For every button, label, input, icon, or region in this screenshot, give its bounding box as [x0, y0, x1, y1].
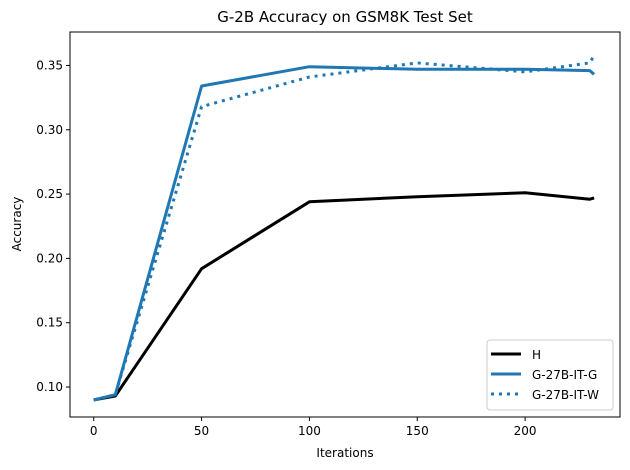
legend-label: H — [532, 348, 541, 362]
chart-title: G-2B Accuracy on GSM8K Test Set — [217, 8, 473, 26]
plot-area — [93, 54, 596, 402]
x-tick-label: 100 — [298, 424, 321, 438]
x-tick-label: 50 — [194, 424, 209, 438]
legend: H G-27B-IT-G G-27B-IT-W — [486, 339, 614, 411]
series-line-g-27b-it-g — [93, 65, 596, 402]
legend-box — [486, 339, 614, 411]
y-tick-label: 0.20 — [36, 251, 63, 265]
x-axis-label: Iterations — [316, 446, 373, 460]
series-line-h — [93, 191, 595, 402]
x-tick-label: 150 — [406, 424, 429, 438]
series-line-g-27b-it-w — [93, 54, 596, 402]
y-tick-label: 0.25 — [36, 187, 63, 201]
y-tick-label: 0.35 — [36, 58, 63, 72]
x-tick-label: 0 — [90, 424, 98, 438]
y-tick-label: 0.30 — [36, 123, 63, 137]
y-tick-label: 0.10 — [36, 380, 63, 394]
y-tick-label: 0.15 — [36, 316, 63, 330]
y-axis: 0.10 0.15 0.20 0.25 0.30 0.35 — [36, 58, 70, 394]
legend-label: G-27B-IT-W — [532, 388, 599, 402]
x-axis: 0 50 100 150 200 — [90, 417, 537, 438]
legend-label: G-27B-IT-G — [532, 368, 597, 382]
y-axis-label: Accuracy — [10, 197, 24, 252]
axes-frame — [69, 31, 621, 418]
x-tick-label: 200 — [514, 424, 537, 438]
